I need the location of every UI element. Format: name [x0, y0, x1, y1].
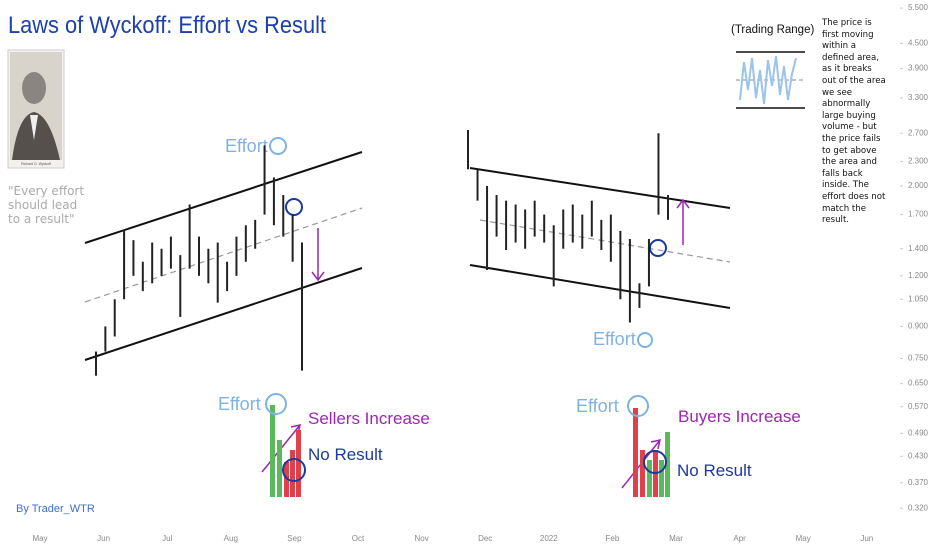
portrait: Richard D. Wyckoff [7, 49, 65, 169]
arrows [261, 198, 690, 489]
mid-lines [84, 207, 731, 303]
range-title: (Trading Range) [731, 24, 814, 36]
y-tick-label: 3.300 [908, 93, 929, 102]
description: The price is first moving within a defin… [822, 18, 886, 226]
x-tick-label: Aug [224, 534, 238, 543]
x-tick-label: Apr [733, 534, 746, 543]
x-tick-label: Jul [162, 534, 172, 543]
y-tick-label: 2.700 [908, 128, 929, 137]
y-tick-label: 5.500 [908, 3, 929, 12]
annotation: Effort [593, 329, 636, 349]
volume-sketch [270, 405, 670, 497]
y-tick-label: 0.650 [908, 379, 929, 388]
y-tick-label: 0.320 [908, 503, 929, 512]
annotation: No Result [308, 445, 383, 464]
y-tick-label: 1.050 [908, 294, 929, 303]
chart-title: Laws of Wyckoff: Effort vs Result [8, 12, 326, 39]
y-tick-label: 0.750 [908, 354, 929, 363]
x-tick-label: May [32, 534, 47, 543]
y-tick-label: 1.200 [908, 271, 929, 280]
x-tick-label: Nov [414, 534, 428, 543]
annotation: Effort [576, 396, 619, 416]
annotation: Effort [218, 394, 261, 414]
x-tick-label: 2022 [540, 534, 558, 543]
y-tick-label: 1.700 [908, 210, 929, 219]
author: By Trader_WTR [16, 503, 95, 515]
x-tick-label: Dec [478, 534, 492, 543]
x-tick-label: Sep [287, 534, 302, 543]
y-tick-label: 0.370 [908, 478, 929, 487]
y-tick-label: 0.490 [908, 428, 929, 437]
y-tick-label: 4.500 [908, 39, 929, 48]
quote: "Every effort should lead to a result" [8, 184, 85, 226]
y-tick-label: 2.000 [908, 181, 929, 190]
x-tick-label: Oct [352, 534, 365, 543]
y-tick-label: 1.400 [908, 244, 929, 253]
annotation: Buyers Increase [678, 407, 801, 426]
range-sketch [736, 51, 805, 109]
annotation: Sellers Increase [308, 409, 430, 428]
x-tick-label: Jun [97, 534, 110, 543]
x-tick-label: Mar [669, 534, 683, 543]
annotation: Effort [225, 136, 268, 156]
y-tick-label: 2.300 [908, 157, 929, 166]
annotation: No Result [677, 461, 752, 480]
y-tick-label: 3.900 [908, 64, 929, 73]
y-tick-label: 0.570 [908, 402, 929, 411]
photo-caption: Richard D. Wyckoff [21, 162, 51, 166]
circles [265, 137, 667, 482]
x-tick-label: Jun [860, 534, 873, 543]
y-tick-label: 0.900 [908, 322, 929, 331]
x-tick-label: Feb [606, 534, 620, 543]
x-tick-label: May [796, 534, 811, 543]
y-tick-label: 0.430 [908, 451, 929, 460]
trend-lines [84, 151, 731, 361]
